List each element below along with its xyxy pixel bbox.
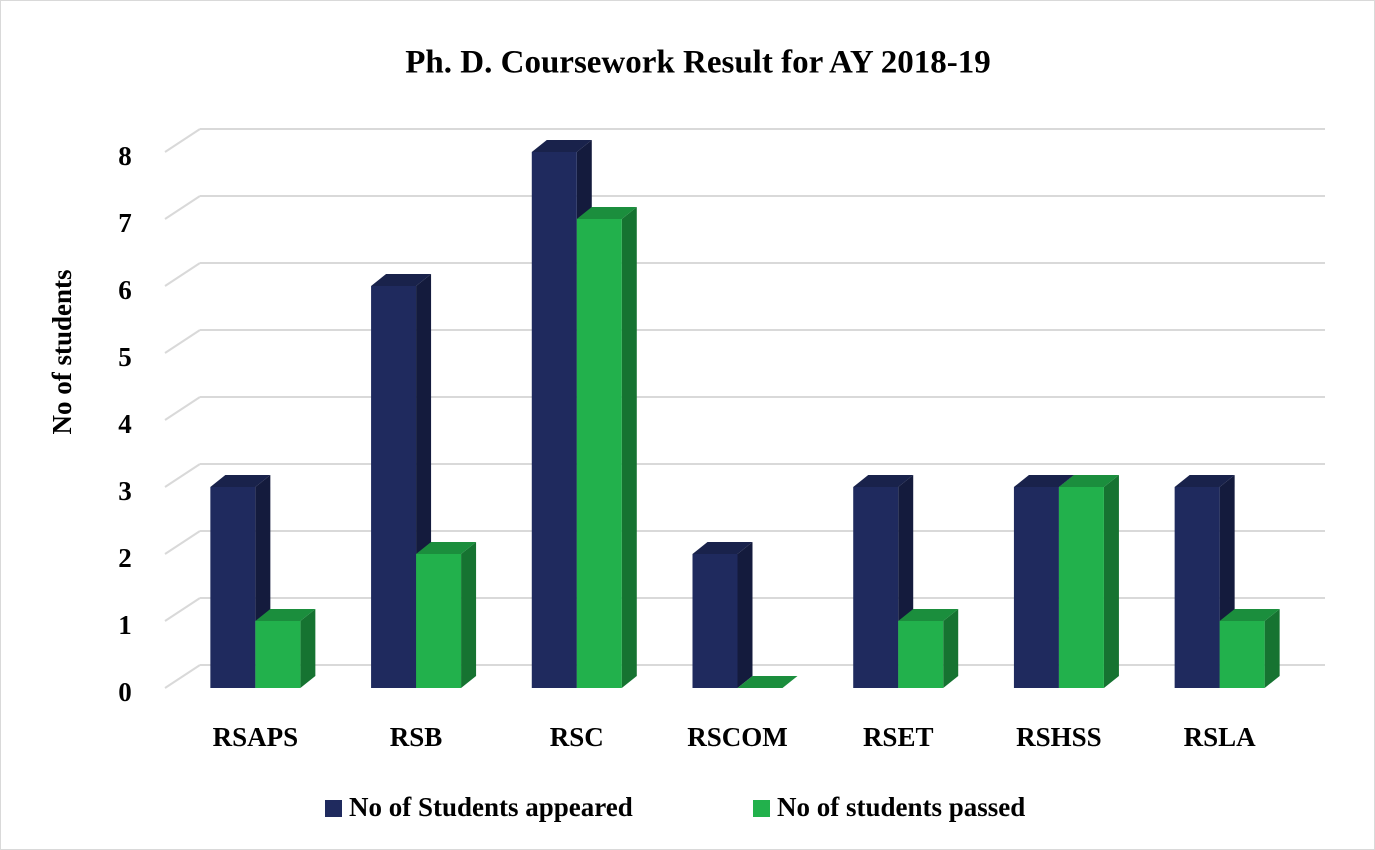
bar-top [1058, 475, 1119, 487]
grid-line-side [164, 664, 201, 689]
y-tick-label: 0 [118, 677, 132, 707]
bar-top [1174, 475, 1235, 487]
bar [1013, 487, 1059, 688]
x-tick-label: RSCOM [687, 722, 788, 752]
bar-top [576, 207, 637, 219]
legend-label: No of students passed [777, 792, 1025, 822]
grid-line-side [164, 329, 201, 354]
y-tick-label: 3 [118, 476, 132, 506]
y-axis-label: No of students [47, 269, 77, 434]
grid-line-side [164, 396, 201, 421]
bar-side [943, 609, 959, 688]
bar [576, 219, 622, 688]
bar-top [737, 676, 798, 688]
grid-line-side [164, 128, 201, 153]
bar [371, 286, 417, 688]
bar [1219, 621, 1265, 688]
y-tick-label: 2 [118, 543, 132, 573]
legend-label: No of Students appeared [349, 792, 633, 822]
bar [692, 554, 738, 688]
bar [210, 487, 256, 688]
y-tick-label: 4 [118, 409, 132, 439]
x-tick-label: RSB [390, 722, 443, 752]
bar-side [300, 609, 316, 688]
bar-top [1013, 475, 1074, 487]
y-tick-label: 6 [118, 275, 132, 305]
x-tick-label: RSLA [1184, 722, 1257, 752]
y-tick-label: 7 [118, 208, 132, 238]
bar-top [210, 475, 271, 487]
x-tick-label: RSHSS [1016, 722, 1102, 752]
bar-side [1103, 475, 1119, 688]
bar-top [531, 140, 592, 152]
bar-top [255, 609, 316, 621]
bar [531, 152, 577, 688]
y-tick-label: 8 [118, 141, 132, 171]
bar-side [621, 207, 637, 688]
bar-top [692, 542, 753, 554]
grid-line-side [164, 530, 201, 555]
grid-line-side [164, 195, 201, 220]
bar-top [371, 274, 432, 286]
bar-top [853, 475, 914, 487]
grid-line-side [164, 262, 201, 287]
x-tick-label: RSAPS [213, 722, 299, 752]
bar-side [461, 542, 477, 688]
bar [1174, 487, 1220, 688]
grid-line-side [164, 463, 201, 488]
legend-swatch [753, 800, 770, 817]
x-tick-label: RSET [863, 722, 934, 752]
bar-side [1264, 609, 1280, 688]
bar-top [898, 609, 959, 621]
chart-title: Ph. D. Coursework Result for AY 2018-19 [405, 45, 990, 81]
bar [416, 554, 462, 688]
y-tick-label: 1 [118, 610, 132, 640]
legend-swatch [325, 800, 342, 817]
bar-top [1219, 609, 1280, 621]
x-tick-label: RSC [550, 722, 604, 752]
grid-line-side [164, 597, 201, 622]
bar [255, 621, 301, 688]
bar [853, 487, 899, 688]
bar-top [416, 542, 477, 554]
bar [1058, 487, 1104, 688]
bar-side [737, 542, 753, 688]
bar [898, 621, 944, 688]
y-tick-label: 5 [118, 342, 132, 372]
